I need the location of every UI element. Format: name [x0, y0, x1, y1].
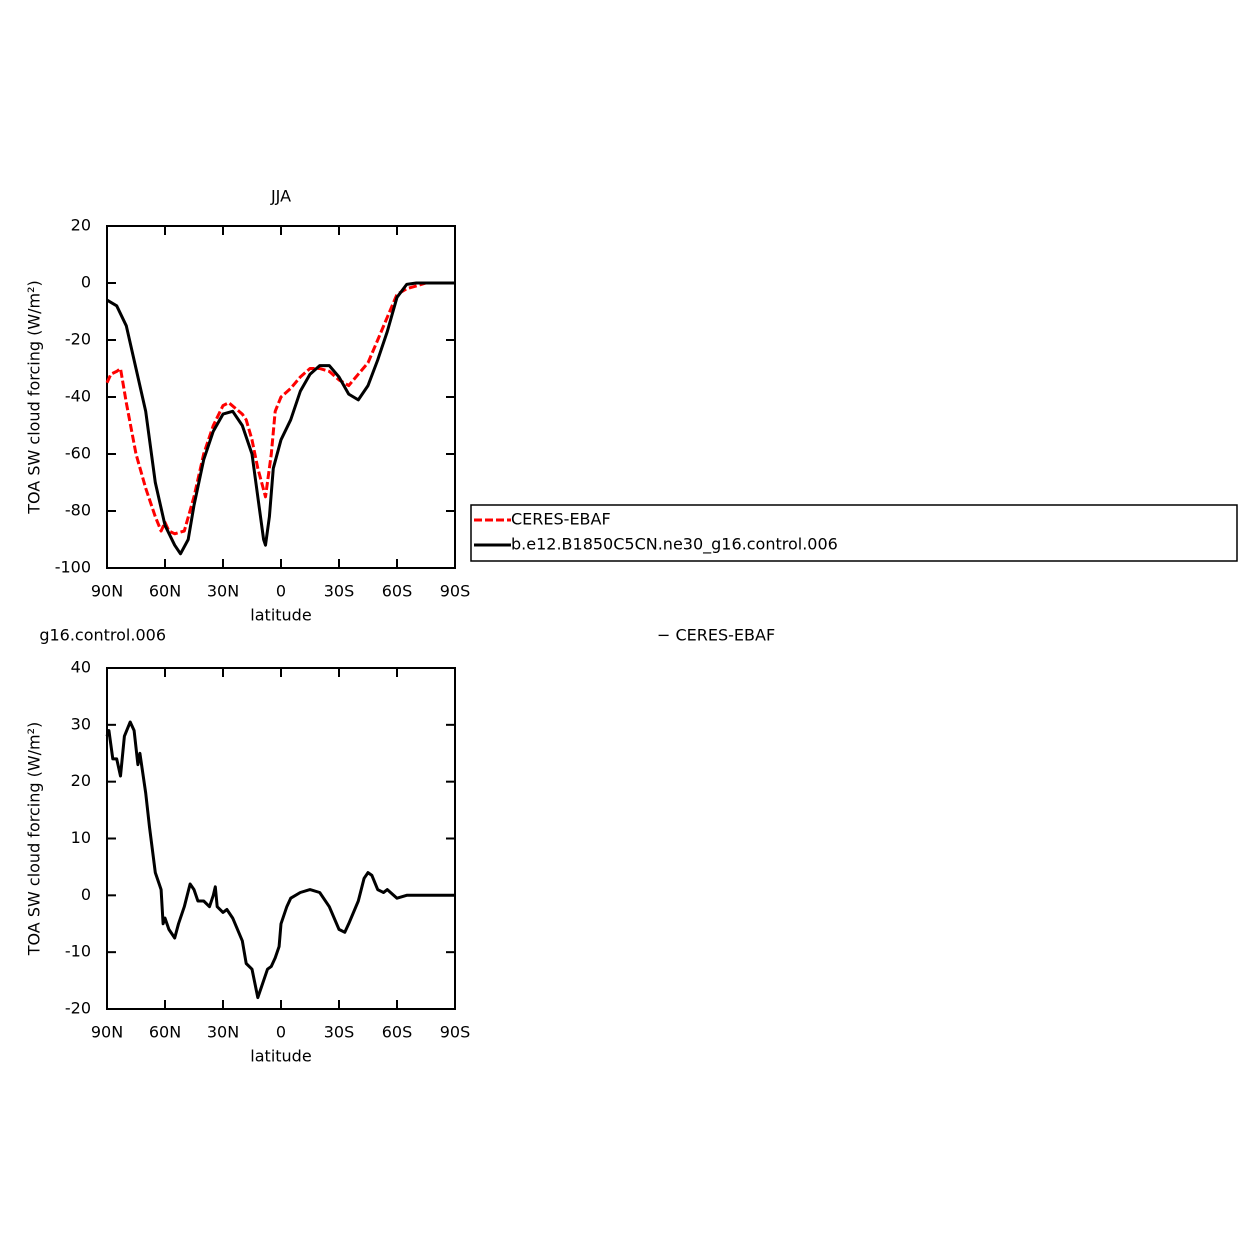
legend-label: CERES-EBAF	[511, 510, 611, 529]
x-axis-label: latitude	[250, 606, 311, 625]
chart-title-right: − CERES-EBAF	[657, 626, 775, 645]
x-tick-label: 60N	[149, 582, 181, 601]
x-tick-label: 30N	[207, 582, 239, 601]
x-tick-label: 60N	[149, 1023, 181, 1042]
x-tick-label: 90N	[91, 582, 123, 601]
y-tick-label: -40	[65, 387, 91, 406]
data-line	[105, 720, 455, 1000]
legend-label: b.e12.B1850C5CN.ne30_g16.control.006	[511, 535, 838, 555]
x-tick-label: 0	[276, 582, 286, 601]
x-tick-label: 30S	[324, 1023, 355, 1042]
y-tick-label: 10	[71, 828, 91, 847]
y-axis-label: TOA SW cloud forcing (W/m²)	[25, 280, 44, 515]
x-axis-label: latitude	[250, 1047, 311, 1066]
data-line	[106, 281, 455, 556]
y-tick-label: 30	[71, 714, 91, 733]
plot-frame	[106, 667, 456, 1010]
chart-title: g16.control.006	[39, 626, 166, 645]
data-line	[105, 281, 455, 536]
y-tick-label: 40	[71, 658, 91, 677]
chart-title: JJA	[270, 187, 291, 206]
y-tick-label: -20	[65, 999, 91, 1018]
x-tick-label: 0	[276, 1023, 286, 1042]
x-tick-label: 60S	[382, 1023, 413, 1042]
x-tick-label: 90S	[440, 1023, 471, 1042]
y-tick-label: 0	[81, 273, 91, 292]
y-tick-label: -60	[65, 444, 91, 463]
y-tick-label: -100	[55, 558, 91, 577]
y-axis-label: TOA SW cloud forcing (W/m²)	[25, 722, 44, 957]
x-tick-label: 90S	[440, 582, 471, 601]
legend-box	[470, 504, 1238, 562]
y-tick-label: -80	[65, 501, 91, 520]
y-tick-label: -10	[65, 942, 91, 961]
x-tick-label: 30N	[207, 1023, 239, 1042]
y-tick-label: 20	[71, 216, 91, 235]
y-tick-label: -20	[65, 330, 91, 349]
y-tick-label: 0	[81, 885, 91, 904]
y-tick-label: 20	[71, 771, 91, 790]
x-tick-label: 60S	[382, 582, 413, 601]
x-tick-label: 30S	[324, 582, 355, 601]
x-tick-label: 90N	[91, 1023, 123, 1042]
